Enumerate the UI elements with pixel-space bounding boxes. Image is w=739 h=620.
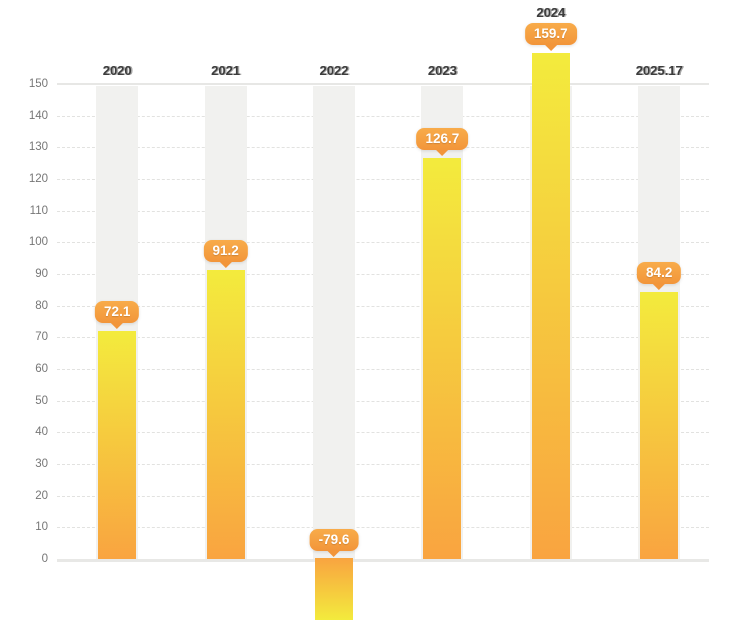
category-label: 2020 — [102, 63, 132, 78]
gridline — [57, 210, 709, 212]
gridline — [57, 432, 709, 434]
gridline — [57, 115, 709, 117]
y-axis-tick-label: 0 — [41, 553, 48, 565]
value-badge: 91.2 — [203, 240, 248, 269]
y-axis-tick-label: 150 — [28, 78, 48, 90]
gridline — [57, 400, 709, 402]
value-badge: -79.6 — [309, 529, 359, 557]
bar[interactable] — [423, 157, 462, 559]
gridline — [57, 179, 709, 180]
badge-tail-icon — [653, 284, 666, 291]
badge-tail-icon — [111, 322, 124, 329]
gridline — [57, 305, 709, 307]
badge-tail-icon — [544, 45, 557, 52]
y-axis-tick-label: 10 — [35, 521, 48, 534]
y-axis-tick-label: 100 — [28, 236, 48, 249]
bar[interactable] — [315, 558, 353, 620]
top-axis-line — [57, 83, 709, 85]
y-axis-tick-label: 70 — [35, 331, 48, 344]
badge-value: 84.2 — [646, 265, 673, 281]
bar[interactable] — [531, 53, 570, 559]
y-axis-tick-label: 80 — [35, 299, 48, 312]
y-axis-tick-label: 90 — [35, 268, 48, 280]
bar[interactable] — [640, 292, 679, 559]
gridline — [57, 527, 709, 529]
y-axis-tick-label: 120 — [28, 173, 48, 185]
y-axis-tick-label: 50 — [35, 394, 48, 407]
badge-value: 159.7 — [533, 26, 568, 42]
value-badge: 159.7 — [524, 23, 577, 52]
badge-tail-icon — [328, 551, 340, 557]
y-axis-tick-label: 30 — [35, 458, 48, 470]
gridline — [57, 337, 709, 339]
value-badge: 126.7 — [416, 127, 469, 156]
gridline — [57, 464, 709, 465]
badge-tail-icon — [219, 262, 232, 269]
category-label: 2021 — [211, 63, 241, 78]
category-label: 2022 — [319, 63, 349, 78]
category-label: 2025.17 — [635, 63, 683, 78]
y-axis-tick-label: 40 — [35, 426, 48, 439]
gridline — [57, 369, 709, 370]
bar[interactable] — [206, 270, 245, 559]
gridline — [57, 147, 709, 149]
category-band — [313, 86, 355, 559]
zero-axis-line — [57, 559, 709, 562]
category-label: 2023 — [427, 63, 457, 78]
value-badge: 84.2 — [637, 262, 682, 291]
y-axis-tick-label: 140 — [28, 109, 48, 122]
badge-value: 72.1 — [104, 303, 131, 319]
badge-value: -79.6 — [318, 532, 350, 547]
gridline — [57, 495, 709, 497]
badge-value: 126.7 — [425, 130, 460, 146]
badge-value: 91.2 — [212, 243, 239, 259]
y-axis-tick-label: 20 — [35, 489, 48, 502]
bar[interactable] — [98, 330, 137, 559]
gridline — [57, 274, 709, 275]
category-label: 2024 — [536, 5, 566, 21]
y-axis-tick-label: 110 — [29, 204, 48, 217]
y-axis-tick-label: 60 — [35, 363, 48, 375]
badge-tail-icon — [436, 149, 449, 156]
y-axis-tick-label: 130 — [28, 141, 48, 154]
gridline — [57, 242, 709, 244]
value-badge: 72.1 — [95, 300, 140, 329]
